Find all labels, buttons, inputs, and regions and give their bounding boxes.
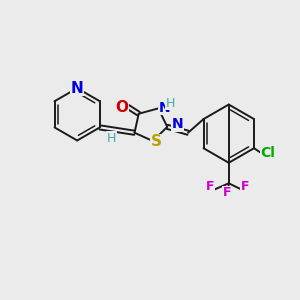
Text: F: F <box>241 180 249 193</box>
Text: Cl: Cl <box>260 146 275 160</box>
Text: H: H <box>166 97 176 110</box>
Text: S: S <box>150 134 161 149</box>
Text: N: N <box>172 117 184 131</box>
Text: N: N <box>71 81 84 96</box>
Text: N: N <box>158 101 170 115</box>
Text: F: F <box>223 186 232 199</box>
Text: F: F <box>206 180 214 193</box>
Text: H: H <box>106 132 116 145</box>
Text: O: O <box>115 100 128 115</box>
